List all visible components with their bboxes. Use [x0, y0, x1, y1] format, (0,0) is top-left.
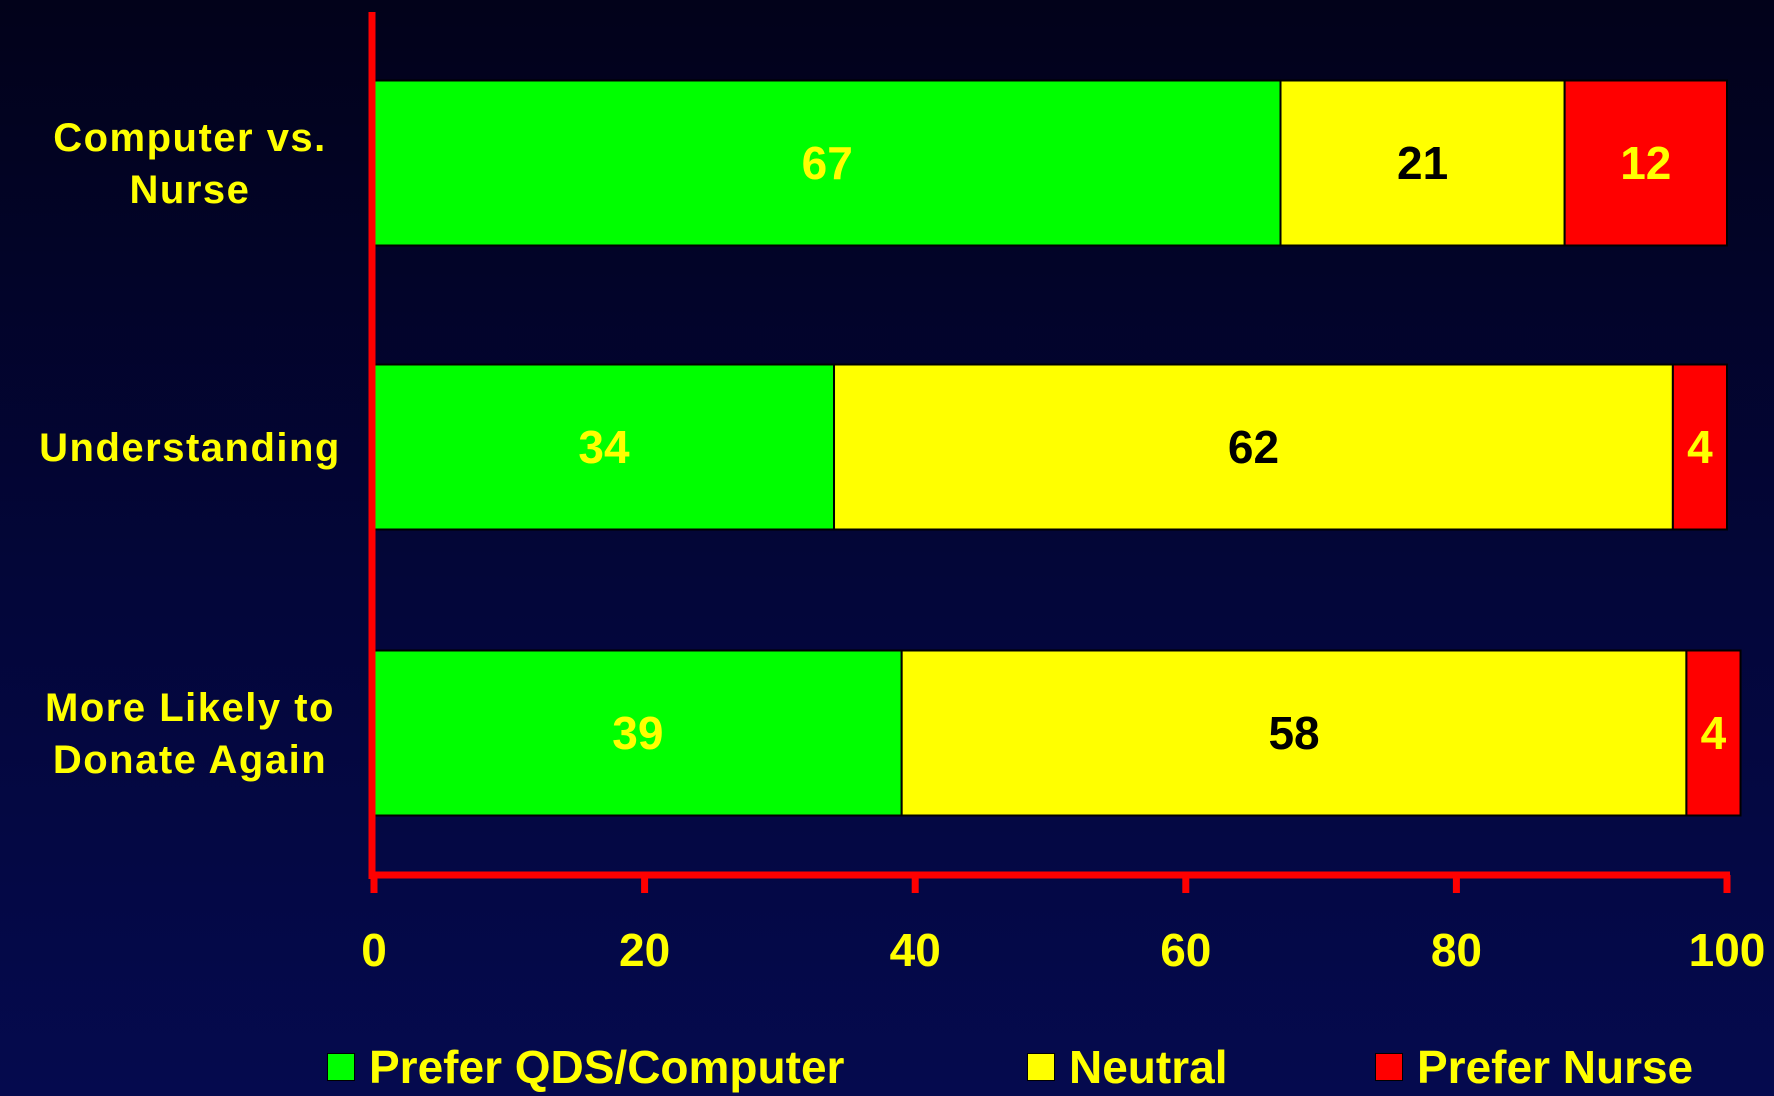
data-label: 4	[1701, 707, 1727, 759]
x-tick-label: 40	[890, 924, 941, 976]
bar-segment	[1279, 79, 1566, 247]
x-tick-label: 0	[361, 924, 387, 976]
axes-group	[368, 12, 1731, 893]
bar-segment	[833, 363, 1674, 531]
legend-swatch-yellow	[1027, 1053, 1055, 1081]
bar-segment	[1563, 79, 1729, 247]
legend-item-prefer-computer: Prefer QDS/Computer	[327, 1040, 844, 1094]
legend-label: Prefer QDS/Computer	[369, 1041, 845, 1093]
data-label: 62	[1228, 421, 1279, 473]
legend-item-neutral: Neutral	[1027, 1040, 1227, 1094]
x-tick-label: 20	[619, 924, 670, 976]
legend-swatch-green	[327, 1053, 355, 1081]
category-label: Computer vs.	[53, 116, 327, 160]
bar-labels-group: 67 21 12 34 62 4 39 58 4	[578, 137, 1726, 759]
legend-swatch-red	[1375, 1053, 1403, 1081]
bar-segment	[1685, 649, 1742, 817]
category-label: Nurse	[130, 168, 251, 212]
x-tick-label: 60	[1160, 924, 1211, 976]
legend-label: Neutral	[1069, 1041, 1228, 1093]
bar-segment	[1671, 363, 1729, 531]
category-label: Donate Again	[53, 738, 327, 782]
bar-segment	[900, 649, 1688, 817]
tick-labels-group: 0 20 40 60 80 100	[361, 924, 1765, 976]
x-tick-label: 100	[1689, 924, 1766, 976]
category-label: Understanding	[39, 426, 341, 470]
data-label: 67	[802, 137, 853, 189]
category-labels-group: Computer vs. Nurse Understanding More Likel…	[39, 116, 341, 782]
legend-label: Prefer Nurse	[1417, 1041, 1694, 1093]
data-label: 34	[578, 421, 630, 473]
x-tick-label: 80	[1431, 924, 1482, 976]
data-label: 21	[1397, 137, 1448, 189]
legend: Prefer QDS/Computer Neutral Prefer Nurse	[0, 1040, 1774, 1096]
data-label: 39	[612, 707, 663, 759]
data-label: 4	[1687, 421, 1713, 473]
data-label: 12	[1620, 137, 1671, 189]
bar-segment	[373, 363, 836, 531]
data-label: 58	[1268, 707, 1319, 759]
category-label: More Likely to	[45, 686, 335, 730]
bar-segment	[373, 649, 903, 817]
bars-group	[373, 79, 1742, 817]
bar-segment	[373, 79, 1282, 247]
legend-item-prefer-nurse: Prefer Nurse	[1375, 1040, 1693, 1094]
